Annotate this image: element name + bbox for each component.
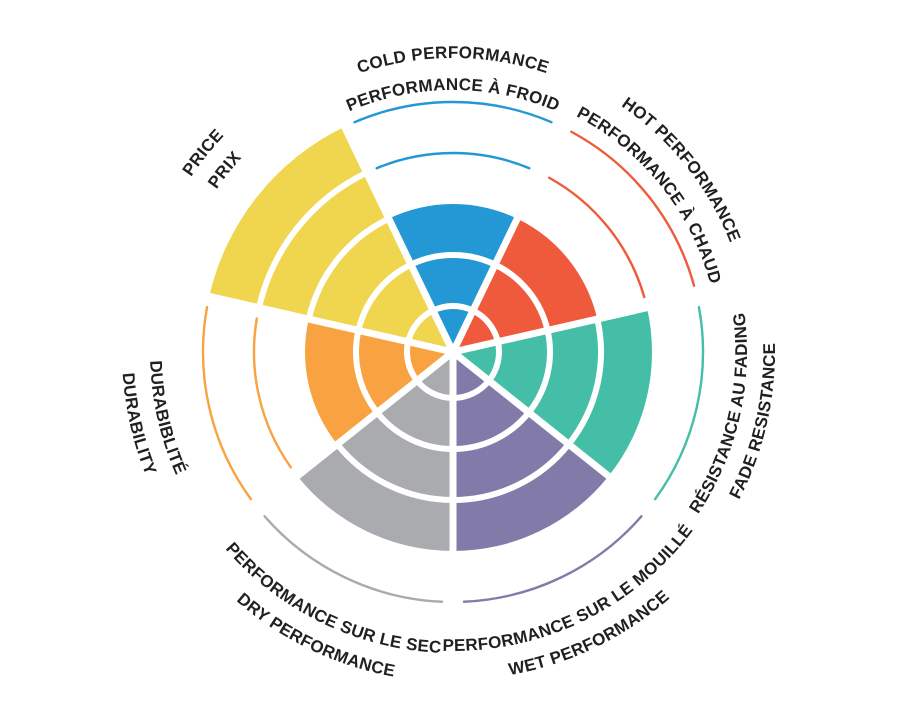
wet-performance-wedge bbox=[453, 352, 609, 551]
cold-performance-wedge bbox=[388, 204, 518, 352]
durability-ring-divider bbox=[353, 329, 380, 415]
hot-performance-ring-divider bbox=[493, 261, 551, 332]
cold-performance-label-line2: PERFORMANCE À FROID bbox=[343, 75, 562, 115]
spoke bbox=[202, 291, 454, 356]
cold-performance-label-line1: COLD PERFORMANCE bbox=[355, 43, 552, 77]
dry-performance-ring-divider bbox=[334, 442, 454, 503]
hot-performance-outer-level-arc bbox=[547, 176, 646, 299]
sector-hot-performance bbox=[453, 130, 696, 352]
price-ring-divider bbox=[256, 170, 368, 309]
spoke bbox=[250, 349, 456, 515]
spoke bbox=[450, 349, 656, 515]
sector-price bbox=[209, 126, 453, 352]
sector-gap-spokes bbox=[202, 119, 704, 608]
wet-performance-ring-divider bbox=[452, 442, 572, 503]
cold-performance-outer-level-arc bbox=[353, 100, 553, 124]
cold-performance-ring-divider bbox=[409, 252, 497, 268]
sector-wet-performance bbox=[452, 352, 643, 603]
fade-resistance-ring-divider bbox=[566, 318, 604, 447]
wet-performance-outer-level-arc bbox=[462, 515, 643, 603]
dry-performance-wedge bbox=[297, 352, 453, 551]
durability-wedge bbox=[304, 319, 453, 445]
spoke bbox=[452, 291, 704, 356]
sector-dry-performance bbox=[263, 352, 454, 603]
price-wedge bbox=[209, 126, 453, 352]
durability-outer-level-arc bbox=[201, 305, 253, 501]
fade-resistance-outer-level-arc bbox=[653, 305, 705, 501]
durability-outer-level-arc bbox=[252, 317, 292, 469]
price-ring-divider bbox=[355, 261, 413, 332]
hot-performance-outer-level-arc bbox=[570, 130, 696, 287]
fade-resistance-ring-divider bbox=[526, 329, 553, 415]
cold-performance-outer-level-arc bbox=[375, 151, 531, 170]
center-dot bbox=[447, 346, 459, 358]
spoke bbox=[338, 119, 457, 354]
sector-durability bbox=[201, 305, 453, 501]
spoke bbox=[449, 119, 568, 354]
price-ring-divider bbox=[305, 215, 391, 320]
dry-performance-outer-level-arc bbox=[263, 515, 444, 603]
dry-performance-ring-divider bbox=[374, 410, 454, 452]
wet-performance-ring-divider bbox=[452, 410, 532, 452]
